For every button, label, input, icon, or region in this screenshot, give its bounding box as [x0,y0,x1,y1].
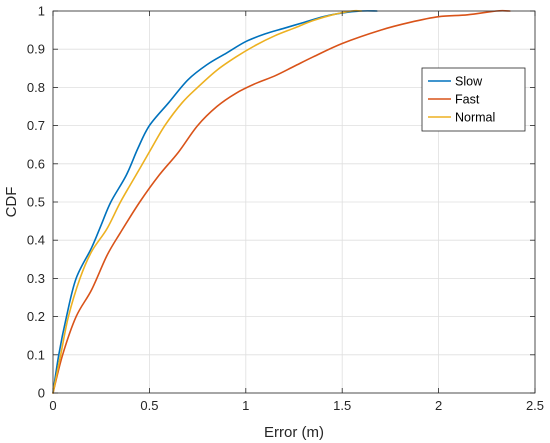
y-tick-label: 0.5 [27,195,45,210]
y-tick-label: 0.4 [27,233,45,248]
legend-label-fast: Fast [455,93,480,107]
y-axis-label: CDF [3,187,20,218]
y-tick-label: 0.1 [27,347,45,362]
y-tick-label: 0.7 [27,118,45,133]
x-tick-label: 1.5 [333,398,351,413]
x-tick-label: 1 [242,398,249,413]
legend-label-normal: Normal [455,111,495,125]
y-tick-label: 0.8 [27,80,45,95]
x-tick-label: 0 [49,398,56,413]
axis-tick-labels: 0 0.5 1 1.5 2 2.5 0 0.1 0.2 0.3 0.4 0.5 0.6 0.7 0.8 0.9… [27,4,544,414]
x-axis-label: Error (m) [264,424,324,441]
x-tick-label: 2 [435,398,442,413]
axis-ticks [52,10,536,394]
series-line-fast [52,9,511,394]
legend-label-slow: Slow [455,75,483,89]
y-tick-label: 0.3 [27,271,45,286]
series-line-normal [52,9,363,394]
legend: Slow Fast Normal [421,67,526,132]
y-tick-label: 1 [38,4,45,19]
y-tick-label: 0.9 [27,42,45,57]
series-line-slow [52,10,378,394]
series-lines [52,9,511,394]
x-tick-label: 0.5 [140,398,158,413]
y-tick-label: 0.2 [27,309,45,324]
x-tick-label: 2.5 [526,398,544,413]
y-tick-label: 0 [38,386,45,401]
y-tick-label: 0.6 [27,156,45,171]
